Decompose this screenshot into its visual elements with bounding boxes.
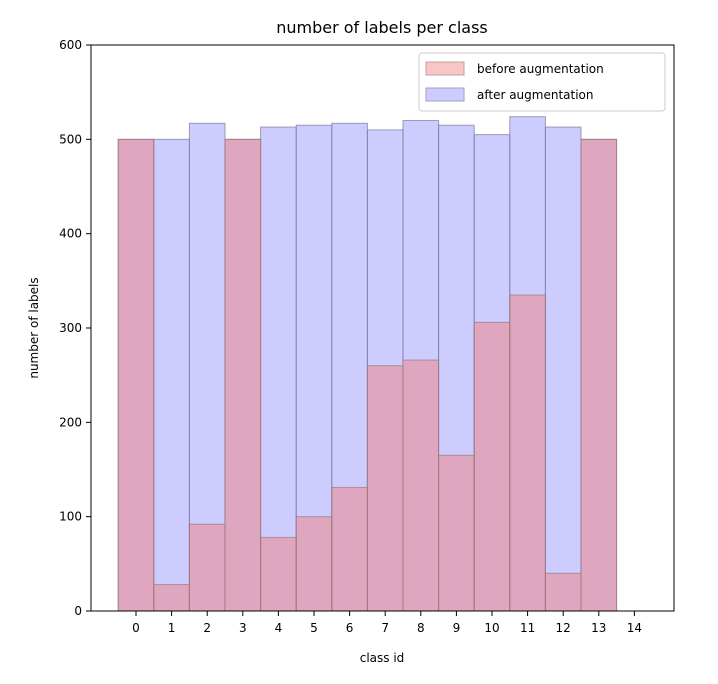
x-tick-label: 5 xyxy=(310,621,318,635)
before-bar-class-6 xyxy=(331,486,368,612)
before-bar-class-10 xyxy=(473,321,511,612)
y-tick-label: 100 xyxy=(59,510,82,524)
chart-title: number of labels per class xyxy=(276,18,488,37)
x-tick-label: 10 xyxy=(484,621,499,635)
before-bar-class-3 xyxy=(224,138,262,612)
x-tick-label: 0 xyxy=(132,621,140,635)
y-tick-label: 500 xyxy=(59,132,82,146)
before-bar-class-5 xyxy=(295,516,333,612)
before-bar-class-11 xyxy=(509,294,546,612)
legend-label-after: after augmentation xyxy=(477,88,594,102)
before-bar-class-0 xyxy=(117,138,155,612)
before-bar-class-9 xyxy=(438,454,475,612)
x-tick-label: 12 xyxy=(556,621,571,635)
x-tick-label: 4 xyxy=(275,621,283,635)
x-tick-label: 6 xyxy=(346,621,354,635)
before-bar-class-7 xyxy=(366,365,404,612)
y-tick-label: 200 xyxy=(59,415,82,429)
legend-box xyxy=(418,52,666,112)
before-bar-class-2 xyxy=(188,523,226,612)
y-tick-label: 300 xyxy=(59,321,82,335)
before-bar-class-8 xyxy=(402,359,440,612)
y-tick-label: 400 xyxy=(59,227,82,241)
x-axis-ticks: 0 1 2 3 4 5 6 7 8 9 10 11 12 13 14 xyxy=(132,611,642,635)
legend: before augmentation after augmentation xyxy=(418,52,666,112)
after-bar-class-12 xyxy=(544,126,582,612)
x-tick-label: 2 xyxy=(203,621,211,635)
x-tick-label: 14 xyxy=(627,621,642,635)
x-tick-label: 7 xyxy=(381,621,389,635)
after-bar-class-1 xyxy=(153,138,190,612)
legend-swatch-before xyxy=(425,61,465,76)
x-tick-label: 3 xyxy=(239,621,247,635)
x-tick-label: 13 xyxy=(591,621,606,635)
x-axis-label: class id xyxy=(360,651,405,665)
before-bar-class-13 xyxy=(580,138,618,612)
x-tick-label: 8 xyxy=(417,621,425,635)
legend-swatch-after xyxy=(425,87,465,102)
before-bar-class-1 xyxy=(153,584,190,612)
y-tick-label: 0 xyxy=(74,604,82,618)
y-tick-label: 600 xyxy=(59,38,82,52)
legend-label-before: before augmentation xyxy=(477,62,604,76)
x-tick-label: 1 xyxy=(168,621,176,635)
x-tick-label: 9 xyxy=(453,621,461,635)
before-bar-class-4 xyxy=(260,536,297,612)
x-tick-label: 11 xyxy=(520,621,535,635)
before-bar-class-12 xyxy=(544,572,582,612)
y-axis-ticks: 0 100 200 300 400 500 600 xyxy=(59,38,91,618)
y-axis-label: number of labels xyxy=(27,277,41,378)
before-series-bars xyxy=(117,138,618,612)
